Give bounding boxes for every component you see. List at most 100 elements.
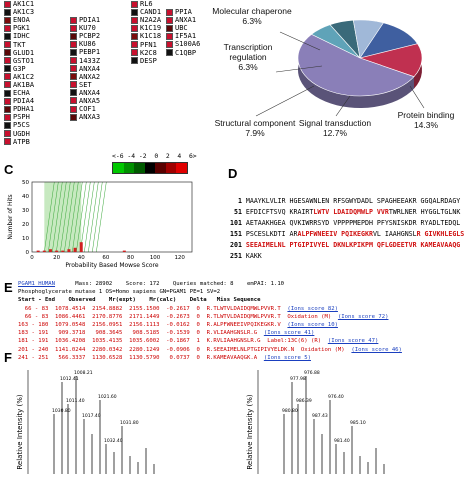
sequence-position: 151 [230,230,246,238]
ions-score-link[interactable]: (Ions score 47) [327,338,379,345]
heatmap-cell [131,41,138,49]
heatmap-row: N2A2A [131,16,189,24]
heatmap-cell [166,40,173,48]
sequence-line: 1 MAAYKLVLIR HGESAWNLEN RFSGWYDADL SPAGH… [230,196,474,207]
heatmap-cell [4,81,11,89]
heatmap-row: ECHA [4,89,62,97]
sequence-segment: AETAAKHGEA QVKIWRRSYD VPPPPMEPDH PFYSNIS… [245,219,461,227]
heatmap-cell [70,97,77,105]
protein-accession-link[interactable]: PGAM1_HUMAN [18,281,56,287]
heatmap-column-4: PPIA ANXA1 UBC IF5A1 S100A6 C1QBP [166,8,224,57]
heatmap-protein-label: ANXA1 [175,16,197,25]
matched-peptide: SEEAIMELNL PTGIPIVYEL DKNLKPIKPM QFLGDEE… [245,241,461,249]
heatmap-protein-label: ANXA4 [79,88,101,97]
y-tick-label: 20 [22,222,29,228]
heatmap-protein-label: N2A2A [140,16,162,25]
heatmap-cell [131,57,138,65]
heatmap-cell [131,16,138,24]
left-spectrum-peak-label: 1017.40 [82,413,101,419]
pie-slice [297,34,415,97]
histogram-bar [36,250,40,252]
heatmap-cell [166,8,173,16]
heatmap-cell [70,105,77,113]
left-spectrum-peak-label: 1011.40 [66,398,85,404]
heatmap-cell [166,32,173,40]
right-spectrum-peak-label: 980.80 [282,408,298,414]
heatmap-row: ENOA [4,16,62,24]
shade-hatch [48,181,59,253]
histogram-bar [42,250,46,252]
ions-score-link[interactable]: (Ions score 72) [337,313,389,320]
heatmap-column-1: AK1C1 AK1C3 ENOA PGK1 IDHC TKT GLUD1 GSTO1 G3P AK… [4,0,62,146]
heatmap-row: AK1BA [4,81,62,89]
right-spectrum-peak-label: 987.43 [312,413,328,419]
color-scale: <-6 -4 -2 0 2 4 6> [112,152,197,178]
heatmap-cell [4,0,11,8]
color-scale-swatch [134,163,145,173]
peptide-match-row: 183 - 191 909.3718 908.3645 908.5185 -0.… [18,329,474,337]
heatmap-row: SET [70,81,128,89]
peptide-match-row: 163 - 180 1079.0548 2156.0951 2156.1113 … [18,321,474,329]
heatmap-protein-label: TKT [13,40,26,49]
heatmap-protein-label: PSPH [13,113,30,122]
peptide-match-values: 181 - 191 1036.4208 1035.4135 1035.6002 … [18,338,328,345]
heatmap-cell [131,24,138,32]
heatmap-row: RL6 [131,0,189,8]
heatmap-protein-label: PPIA [175,8,192,17]
histogram-bar [48,249,52,252]
heatmap-protein-label: DESP [140,56,157,65]
sequence-segment: TWRLNER HYGGLTGLNK [388,208,461,216]
heatmap-protein-label: KU86 [79,40,96,49]
heatmap-protein-label: AK1BA [13,80,35,89]
color-scale-swatch [155,163,166,173]
panel-e-letter: E [4,280,13,295]
shade-hatch [96,181,107,253]
right-spectrum-peak-label: 976.88 [304,370,320,376]
ions-score-link[interactable]: (Ions score 5) [263,354,311,361]
ions-score-link[interactable]: (Ions score 10) [287,322,338,329]
ions-score-link[interactable]: (Ions score 82) [287,305,338,312]
heatmap-protein-label: K1C18 [140,32,162,41]
histogram-bar [67,249,71,252]
heatmap-cell [4,121,11,129]
panel-f-spectra: Relative Intensity (%) 1012.41 1008.21 1021… [14,362,474,474]
heatmap-row: PCBP2 [70,32,128,40]
pie-label-signal: Signal transduction 12.7% [298,118,372,138]
color-scale-bar [112,162,188,174]
sequence-position: 201 [230,241,246,249]
heatmap-row: KU70 [70,24,128,32]
heatmap-protein-label: PDIA1 [79,16,101,25]
heatmap-row: ANXA2 [70,73,128,81]
heatmap-protein-label: UBC [175,24,188,33]
ions-score-link[interactable]: (Ions score 41) [263,330,315,337]
heatmap-cell [4,73,11,81]
heatmap-row: AK1C3 [4,8,62,16]
color-scale-swatch [176,163,188,173]
heatmap-row: IF5A1 [166,32,224,40]
peptide-match-values: 66 - 83 1086.4461 2170.8776 2171.1449 -0… [18,313,338,320]
heatmap-cell [4,8,11,16]
heatmap-cell [4,24,11,32]
significance-shaded-region [44,182,82,252]
peptide-match-values: 163 - 180 1079.0548 2156.0951 2156.1113 … [18,322,288,329]
heatmap-panel: AK1C1 AK1C3 ENOA PGK1 IDHC TKT GLUD1 GSTO1 G3P AK… [0,0,200,178]
heatmap-protein-label: K1C19 [140,24,162,33]
heatmap-column-2: PDIA1 KU70 PCBP2 KU86 PEBP1 1433Z ANXA4 ANXA2 SE… [70,16,128,121]
x-tick-label: 20 [53,255,60,261]
heatmap-row: 1433Z [70,56,128,65]
sequence-position: 51 [230,208,246,216]
y-tick-label: 0 [26,250,30,256]
heatmap-protein-label: PCBP2 [79,32,101,41]
heatmap-protein-label: AK1C2 [13,72,35,81]
heatmap-row: S100A6 [166,40,224,48]
shade-hatch [64,181,75,253]
heatmap-protein-label: ANXA4 [79,64,101,73]
shade-hatch [88,181,99,253]
heatmap-row: C1QBP [166,48,224,57]
heatmap-row: ANXA3 [70,113,128,121]
ions-score-link[interactable]: (Ions score 46) [351,346,402,353]
heatmap-row: AK1C2 [4,73,62,81]
heatmap-protein-label: CAND1 [140,8,162,17]
peptide-match-row: 66 - 83 1078.4514 2154.8882 2155.1500 -0… [18,305,474,313]
heatmap-row: GLUD1 [4,49,62,57]
